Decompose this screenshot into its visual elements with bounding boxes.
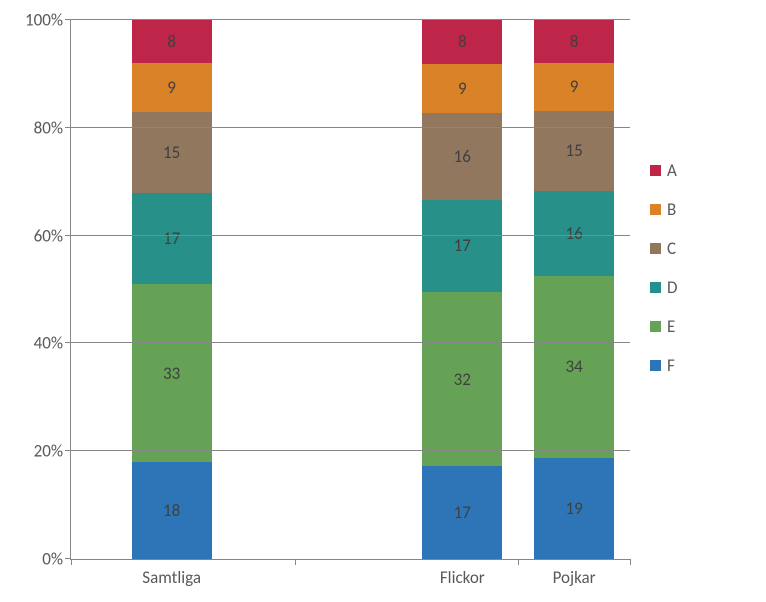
bar-segment: 16	[422, 113, 502, 200]
gridline	[71, 235, 630, 236]
legend-label: B	[667, 199, 676, 220]
y-axis-label: 0%	[42, 549, 71, 570]
y-axis-label: 100%	[25, 10, 71, 31]
y-tick-mark	[65, 342, 71, 343]
bar: 1833171598	[132, 20, 212, 559]
legend-label: A	[667, 160, 677, 181]
x-axis-label: Pojkar	[553, 567, 596, 588]
legend-item: E	[650, 316, 677, 337]
y-axis-label: 80%	[34, 117, 71, 138]
legend-swatch	[650, 321, 661, 332]
gridline	[71, 342, 630, 343]
legend-item: B	[650, 199, 677, 220]
legend-swatch	[650, 360, 661, 371]
bar-segment: 18	[132, 462, 212, 559]
legend-label: D	[667, 277, 677, 298]
x-axis-label: Flickor	[440, 567, 485, 588]
plot-area: 183317159817321716981934161598 0%20%40%6…	[70, 20, 630, 560]
bar-segment: 9	[534, 63, 614, 111]
bar: 1732171698	[422, 20, 502, 559]
legend-label: E	[667, 316, 675, 337]
bar-segment: 17	[422, 200, 502, 293]
y-tick-mark	[65, 127, 71, 128]
gridline	[71, 450, 630, 451]
bar-segment: 15	[132, 112, 212, 193]
bar-segment: 8	[534, 20, 614, 63]
bar-segment: 19	[534, 458, 614, 559]
x-tick-mark	[71, 559, 72, 565]
y-tick-mark	[65, 450, 71, 451]
stacked-bar-chart: 183317159817321716981934161598 0%20%40%6…	[0, 0, 766, 602]
gridline	[71, 127, 630, 128]
legend-item: D	[650, 277, 677, 298]
y-axis-label: 20%	[34, 441, 71, 462]
legend: ABCDEF	[650, 160, 677, 376]
legend-label: C	[667, 238, 676, 259]
bar-segment: 33	[132, 284, 212, 462]
x-tick-mark	[295, 559, 296, 565]
x-tick-mark	[630, 559, 631, 565]
y-tick-mark	[65, 19, 71, 20]
y-axis-label: 60%	[34, 225, 71, 246]
bar-segment: 15	[534, 111, 614, 191]
legend-label: F	[667, 355, 675, 376]
legend-swatch	[650, 204, 661, 215]
bar-segment: 17	[422, 466, 502, 559]
bars-container: 183317159817321716981934161598	[71, 20, 630, 559]
legend-item: F	[650, 355, 677, 376]
legend-item: A	[650, 160, 677, 181]
legend-swatch	[650, 243, 661, 254]
legend-item: C	[650, 238, 677, 259]
bar-segment: 8	[132, 20, 212, 63]
legend-swatch	[650, 165, 661, 176]
gridline	[71, 19, 630, 20]
y-axis-label: 40%	[34, 333, 71, 354]
bar-segment: 16	[534, 191, 614, 276]
bar-segment: 32	[422, 292, 502, 466]
x-tick-mark	[518, 559, 519, 565]
bar-segment: 9	[132, 63, 212, 112]
legend-swatch	[650, 282, 661, 293]
x-axis-label: Samtliga	[142, 567, 201, 588]
bar-segment: 34	[534, 276, 614, 457]
bar-segment: 9	[422, 64, 502, 113]
bar: 1934161598	[534, 20, 614, 559]
bar-segment: 17	[132, 193, 212, 285]
y-tick-mark	[65, 235, 71, 236]
bar-segment: 8	[422, 20, 502, 64]
